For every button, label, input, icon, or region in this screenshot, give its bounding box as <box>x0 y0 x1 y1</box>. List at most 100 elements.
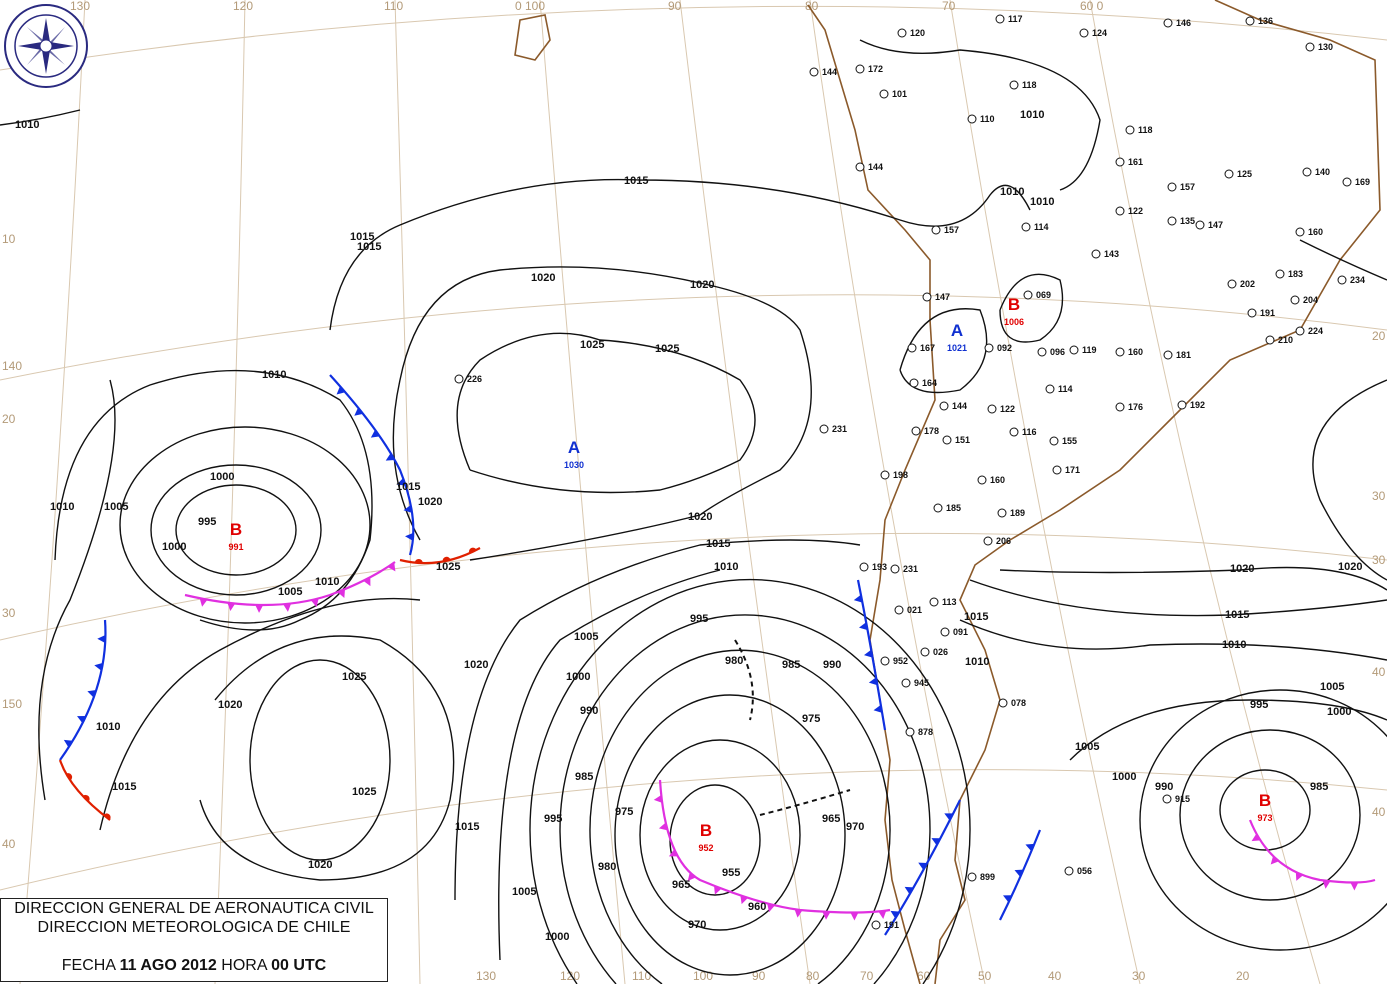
graticule-label-bottom: 110 <box>632 969 651 983</box>
station-cloud-cover-icon <box>933 503 943 513</box>
station-pressure: 113 <box>942 597 957 607</box>
isobar-label: 1015 <box>706 538 730 550</box>
pressure-center-letter: A <box>951 321 963 340</box>
isobar-label: 975 <box>802 713 820 725</box>
front-triangle <box>199 598 208 607</box>
front-triangle <box>931 838 941 846</box>
front-triangle <box>227 602 236 612</box>
station-pressure: 144 <box>868 162 883 172</box>
isobar-label: 980 <box>725 655 743 667</box>
station-cloud-cover-icon <box>967 114 977 124</box>
station-pressure: 191 <box>884 920 899 930</box>
front-triangle <box>1322 880 1331 889</box>
station-cloud-cover-icon <box>1009 427 1019 437</box>
station-pressure: 091 <box>953 627 968 637</box>
graticule-label-left: 140 <box>2 359 22 373</box>
isobar-label: 995 <box>1250 699 1268 711</box>
pressure-center-value: 973 <box>1257 813 1272 823</box>
front-triangle <box>1295 872 1304 881</box>
station-cloud-cover-icon <box>1247 308 1257 318</box>
isobar-label: 990 <box>1155 781 1173 793</box>
front-triangle <box>1025 843 1035 852</box>
station-cloud-cover-icon <box>1049 436 1059 446</box>
isobar-label: 1025 <box>352 786 376 798</box>
front-triangle <box>387 562 396 572</box>
cold-front <box>59 619 107 761</box>
isobar-label: 1020 <box>690 279 714 291</box>
station-cloud-cover-icon <box>1265 335 1275 345</box>
station-pressure: 167 <box>920 343 935 353</box>
occluded-front <box>658 779 891 914</box>
isobar-label: 1000 <box>1327 706 1351 718</box>
station-cloud-cover-icon <box>1115 206 1125 216</box>
front-triangle <box>94 662 103 671</box>
station-cloud-cover-icon <box>890 564 900 574</box>
station-pressure: 117 <box>1008 14 1023 24</box>
isobar-label: 1010 <box>315 576 339 588</box>
station-cloud-cover-icon <box>907 343 917 353</box>
station-pressure: 899 <box>980 872 995 882</box>
front-triangle <box>668 849 678 857</box>
front-triangle <box>740 895 748 905</box>
graticule-label-top: 90 <box>668 0 682 13</box>
station-pressure: 231 <box>903 564 918 574</box>
station-cloud-cover-icon <box>920 647 930 657</box>
station-pressure: 146 <box>1176 18 1191 28</box>
station-pressure: 147 <box>935 292 950 302</box>
station-cloud-cover-icon <box>983 536 993 546</box>
front-triangle <box>1350 882 1359 891</box>
station-cloud-cover-icon <box>995 14 1005 24</box>
graticule-label-top: 70 <box>942 0 956 13</box>
graticule-label-left: 40 <box>2 837 16 851</box>
front-triangle <box>794 909 803 918</box>
isobar-label: 1010 <box>1000 186 1024 198</box>
front-triangle <box>396 478 406 486</box>
station-cloud-cover-icon <box>894 605 904 615</box>
isobar-label: 1000 <box>545 931 569 943</box>
front-triangle <box>354 407 364 416</box>
station-cloud-cover-icon <box>1302 167 1312 177</box>
isobar-label: 985 <box>782 659 800 671</box>
pressure-center-letter: B <box>700 821 712 840</box>
front-triangle <box>336 386 346 395</box>
station-pressure: 110 <box>980 114 995 124</box>
station-pressure: 192 <box>1190 400 1205 410</box>
isobar-label: 1015 <box>112 781 136 793</box>
station-cloud-cover-icon <box>1163 18 1173 28</box>
occluded-front <box>1248 819 1376 884</box>
station-pressure: 125 <box>1237 169 1252 179</box>
isobar-label: 1020 <box>218 699 242 711</box>
station-pressure: 157 <box>1180 182 1195 192</box>
isobar-label: 1005 <box>512 886 536 898</box>
front-triangle <box>714 885 722 895</box>
isobar-label: 1015 <box>624 175 648 187</box>
station-pressure: 140 <box>1315 167 1330 177</box>
front-triangle <box>863 649 873 658</box>
station-pressure: 151 <box>955 435 970 445</box>
station-pressure: 160 <box>1308 227 1323 237</box>
isobar-label: 1005 <box>278 586 302 598</box>
isobar-label: 1010 <box>96 721 120 733</box>
front-triangle <box>63 739 73 748</box>
isobar-label: 1010 <box>15 119 39 131</box>
front-triangle <box>904 886 914 895</box>
isobar-label: 1010 <box>262 369 286 381</box>
station-pressure: 952 <box>893 656 908 666</box>
cold-front <box>999 829 1042 921</box>
front-triangle <box>868 677 878 686</box>
station-pressure: 135 <box>1180 216 1195 226</box>
station-pressure: 096 <box>1050 347 1065 357</box>
trough-line <box>734 639 754 721</box>
front-triangle <box>687 872 696 881</box>
isobar-label: 985 <box>1310 781 1328 793</box>
isobar-label: 990 <box>580 705 598 717</box>
fronts <box>58 374 1376 936</box>
occluded-front <box>184 561 396 607</box>
hora-label: HORA <box>221 957 267 974</box>
graticule-label-bottom: 30 <box>1132 969 1146 983</box>
station-pressure: 120 <box>910 28 925 38</box>
station-pressure: 056 <box>1077 866 1092 876</box>
station-cloud-cover-icon <box>879 89 889 99</box>
front-triangle <box>918 862 928 870</box>
